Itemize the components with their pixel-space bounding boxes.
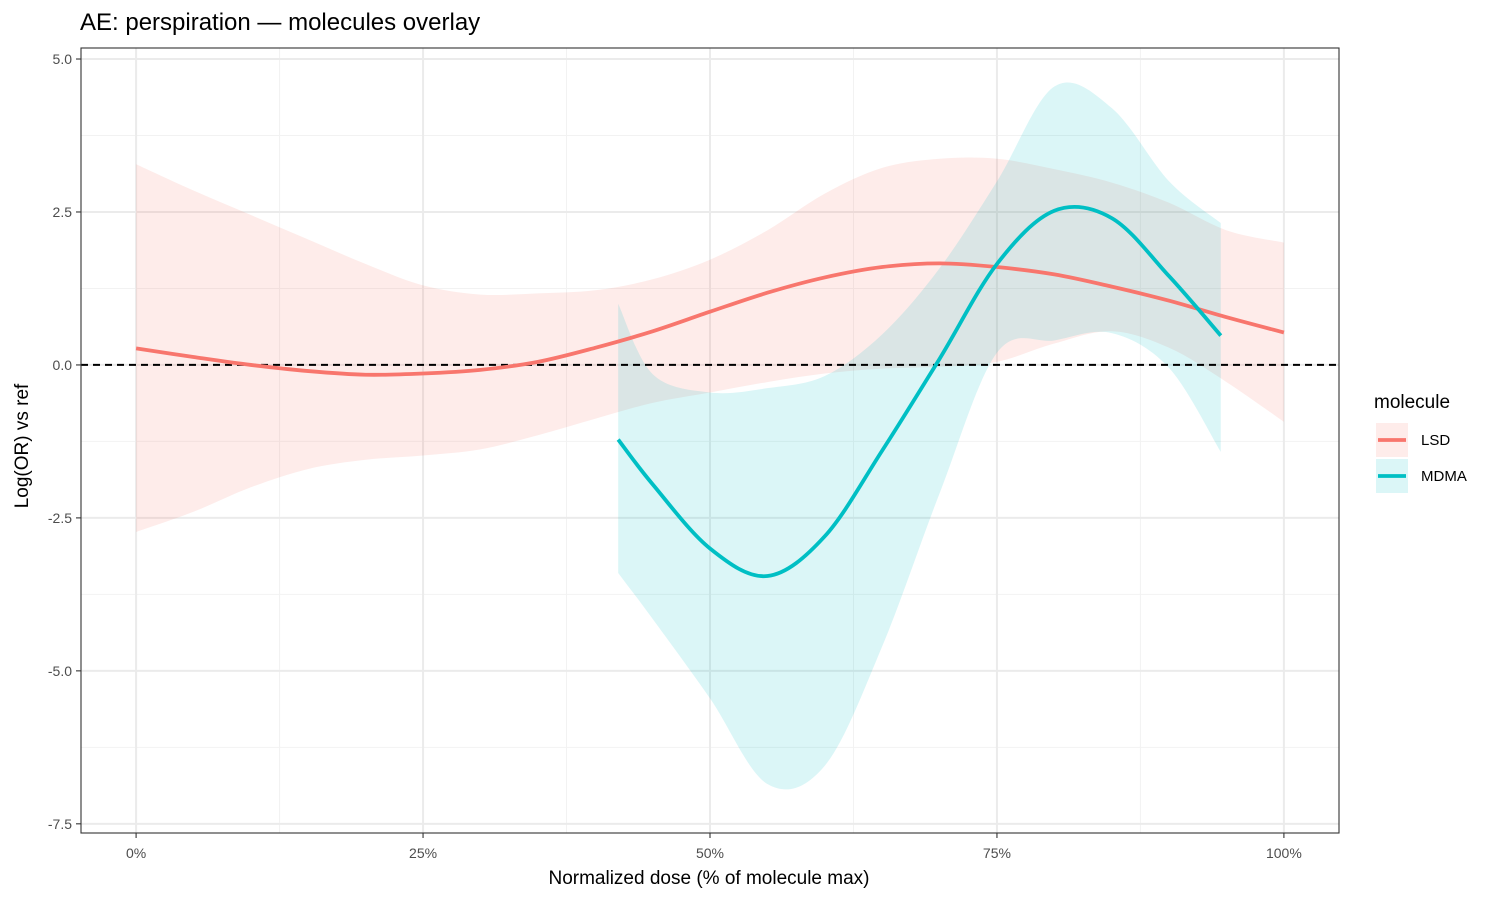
x-tick-label: 100% xyxy=(1266,845,1302,861)
ribbon-lsd xyxy=(136,157,1284,532)
x-tick-label: 0% xyxy=(126,845,146,861)
confidence-ribbons xyxy=(136,82,1284,790)
y-axis-title: Log(OR) vs ref xyxy=(12,383,33,508)
y-tick-label: 0.0 xyxy=(53,357,73,373)
y-tick-label: -2.5 xyxy=(48,510,72,526)
legend-key-lsd xyxy=(1376,423,1408,457)
legend-label-mdma: MDMA xyxy=(1421,468,1467,485)
y-tick-label: 5.0 xyxy=(53,51,73,67)
legend-label-lsd: LSD xyxy=(1421,432,1450,449)
legend: molecule LSD MDMA xyxy=(1374,392,1467,493)
y-tick-label: -5.0 xyxy=(48,663,72,679)
line-mdma xyxy=(616,204,1223,579)
x-axis: 0% 25% 50% 75% 100% xyxy=(126,833,1302,861)
ribbon-mdma xyxy=(618,82,1221,790)
legend-title: molecule xyxy=(1374,392,1450,413)
y-tick-label: -7.5 xyxy=(48,816,72,832)
x-axis-title: Normalized dose (% of molecule max) xyxy=(548,868,869,889)
chart-title: AE: perspiration — molecules overlay xyxy=(80,9,480,36)
line-lsd xyxy=(135,261,1285,377)
x-tick-label: 25% xyxy=(409,845,437,861)
y-tick-label: 2.5 xyxy=(53,204,73,220)
x-tick-label: 50% xyxy=(696,845,724,861)
x-tick-label: 75% xyxy=(983,845,1011,861)
y-axis: -7.5 -5.0 -2.5 0.0 2.5 5.0 xyxy=(48,51,81,832)
series-lines xyxy=(135,204,1285,579)
legend-key-mdma xyxy=(1376,459,1408,493)
